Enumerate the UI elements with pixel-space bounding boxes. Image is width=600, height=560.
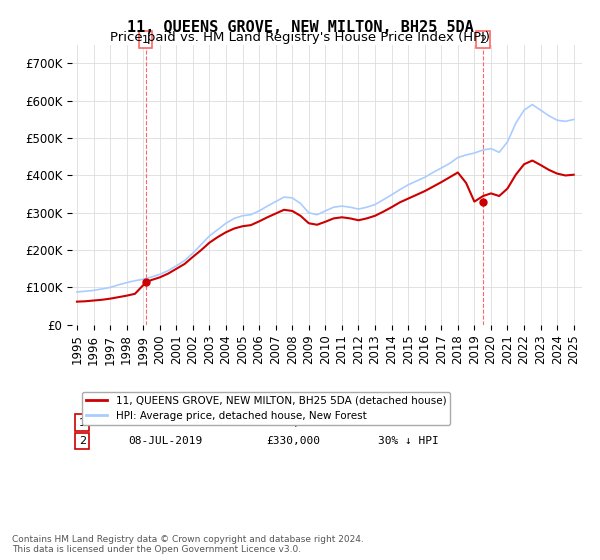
Text: 2: 2 bbox=[79, 436, 86, 446]
Text: 25-FEB-1999: 25-FEB-1999 bbox=[128, 418, 202, 428]
Text: 11, QUEENS GROVE, NEW MILTON, BH25 5DA: 11, QUEENS GROVE, NEW MILTON, BH25 5DA bbox=[127, 20, 473, 35]
Text: £330,000: £330,000 bbox=[266, 436, 320, 446]
Text: 2: 2 bbox=[479, 35, 487, 45]
Legend: 11, QUEENS GROVE, NEW MILTON, BH25 5DA (detached house), HPI: Average price, det: 11, QUEENS GROVE, NEW MILTON, BH25 5DA (… bbox=[82, 391, 451, 425]
Text: 1: 1 bbox=[142, 35, 149, 45]
Text: 1: 1 bbox=[79, 418, 86, 428]
Text: 18% ↓ HPI: 18% ↓ HPI bbox=[378, 418, 439, 428]
Text: 30% ↓ HPI: 30% ↓ HPI bbox=[378, 436, 439, 446]
Text: 08-JUL-2019: 08-JUL-2019 bbox=[128, 436, 202, 446]
Text: Contains HM Land Registry data © Crown copyright and database right 2024.
This d: Contains HM Land Registry data © Crown c… bbox=[12, 535, 364, 554]
Text: Price paid vs. HM Land Registry's House Price Index (HPI): Price paid vs. HM Land Registry's House … bbox=[110, 31, 490, 44]
Text: £114,000: £114,000 bbox=[266, 418, 320, 428]
